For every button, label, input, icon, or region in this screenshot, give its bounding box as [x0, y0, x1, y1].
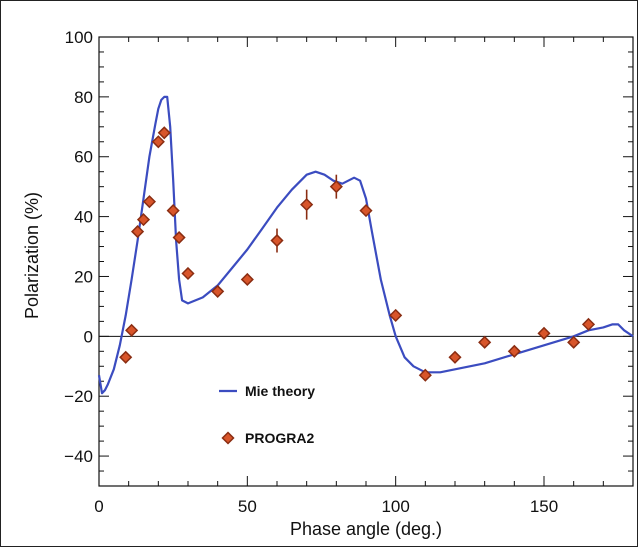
- data-point: [211, 284, 225, 298]
- data-point: [537, 326, 551, 340]
- data-point: [418, 368, 432, 382]
- legend-label-mie-theory: Mie theory: [245, 383, 315, 399]
- x-tick-label: 150: [530, 497, 558, 516]
- data-point: [567, 335, 581, 349]
- data-point: [359, 204, 373, 218]
- data-point: [329, 180, 343, 194]
- x-tick-label: 0: [94, 497, 103, 516]
- legend: Mie theory PROGRA2: [219, 383, 315, 446]
- data-point: [172, 230, 186, 245]
- x-tick-label: 50: [238, 497, 257, 516]
- y-tick-label: 20: [74, 267, 93, 286]
- data-point: [448, 350, 462, 364]
- y-tick-label: 100: [65, 28, 93, 47]
- y-tick-label: 40: [74, 208, 93, 227]
- y-tick-label: 60: [74, 148, 93, 167]
- data-point: [270, 233, 284, 248]
- y-axis-ticks: 100 80 60 40 20 0 −20 −40: [64, 28, 633, 487]
- y-tick-label: 80: [74, 88, 93, 107]
- data-point: [166, 204, 180, 218]
- y-tick-label: 0: [84, 327, 93, 346]
- series-line-mie-theory: [97, 95, 634, 395]
- plot-frame: [98, 36, 634, 487]
- data-point: [131, 225, 145, 239]
- y-tick-label: −40: [64, 447, 93, 466]
- legend-diamond-swatch: [221, 431, 235, 445]
- data-point: [478, 335, 492, 349]
- x-tick-label: 100: [381, 497, 409, 516]
- data-point: [157, 126, 171, 140]
- series-points-progra2: [119, 126, 596, 382]
- data-point: [181, 266, 195, 281]
- y-tick-label: −20: [64, 387, 93, 406]
- data-point: [300, 198, 314, 212]
- data-point: [125, 323, 139, 337]
- data-point: [240, 272, 254, 287]
- y-axis-title: Polarization (%): [22, 192, 42, 319]
- data-point: [507, 344, 521, 358]
- x-axis-ticks: 0 50 100 150: [94, 37, 634, 516]
- data-point: [581, 317, 596, 331]
- data-point: [389, 308, 403, 322]
- legend-label-progra2: PROGRA2: [245, 430, 314, 446]
- x-axis-title: Phase angle (deg.): [290, 519, 442, 539]
- data-point: [119, 350, 133, 364]
- data-point: [151, 135, 165, 149]
- data-point: [136, 213, 151, 227]
- data-point: [142, 195, 156, 209]
